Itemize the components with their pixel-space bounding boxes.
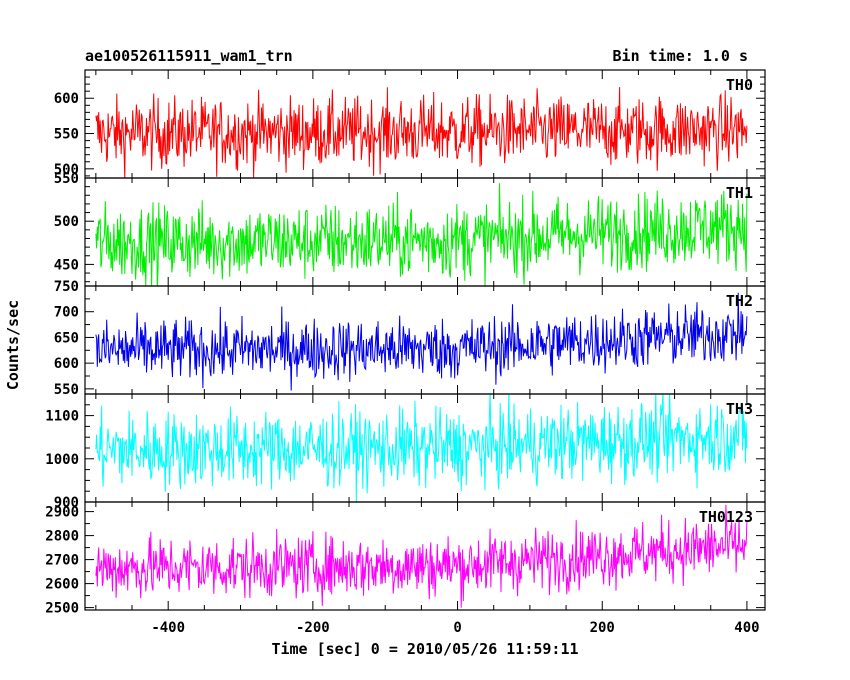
panel-th3: 900 1000 1100 TH3 [45,393,766,511]
panel-th0123: 2500 2600 2700 2800 2900 TH0123 [45,501,766,617]
y-axis-label: Counts/sec [4,300,22,390]
chart-title: ae100526115911_wam1_trn [85,47,293,65]
y-tick-label: 550 [54,382,79,398]
panel-label: TH3 [726,400,753,418]
panel-th1: 450 500 550 TH1 [54,171,766,287]
series-line-th1 [95,183,748,286]
y-tick-label: 700 [54,305,79,321]
y-tick-label: 2800 [45,529,79,545]
y-tick-label: 650 [54,330,79,346]
series-line-th0123 [95,504,748,608]
y-tick-label: 2700 [45,553,79,569]
y-tick-label: 1100 [45,409,79,425]
x-tick-label: 200 [590,620,615,636]
panel-th0: 500 550 600 TH0 [54,69,766,179]
y-tick-label: 500 [54,162,79,178]
x-tick-label: 0 [453,620,461,636]
y-tick-label: 500 [54,214,79,230]
y-tick-label: 600 [54,91,79,107]
y-tick-label: 1000 [45,452,79,468]
y-tick-label: 450 [54,257,79,273]
bin-time-label: Bin time: 1.0 s [613,47,748,65]
x-tick-label: 400 [734,620,759,636]
y-tick-label: 2900 [45,505,79,521]
series-line-th3 [95,394,748,502]
y-tick-label: 550 [54,171,79,187]
x-tick-label: -200 [296,620,330,636]
panel-frame [84,501,766,611]
panel-th2: 550 600 650 700 750 TH2 [54,279,766,398]
panel-stack: 500550600TH0450500550TH1550600650700750T… [45,69,766,636]
panel-label: TH1 [726,184,753,202]
y-tick-label: 750 [54,279,79,295]
y-tick-label: 2600 [45,577,79,593]
panel-label: TH0123 [699,508,753,526]
panel-label: TH2 [726,292,753,310]
panel-label: TH0 [726,76,753,94]
x-tick-label: -400 [151,620,185,636]
y-tick-label: 900 [54,495,79,511]
x-axis-label: Time [sec] 0 = 2010/05/26 11:59:11 [271,640,578,658]
series-line-th0 [95,87,748,178]
series-line-th2 [95,292,748,391]
y-tick-label: 600 [54,356,79,372]
y-tick-label: 2500 [45,601,79,617]
y-tick-label: 550 [54,127,79,143]
